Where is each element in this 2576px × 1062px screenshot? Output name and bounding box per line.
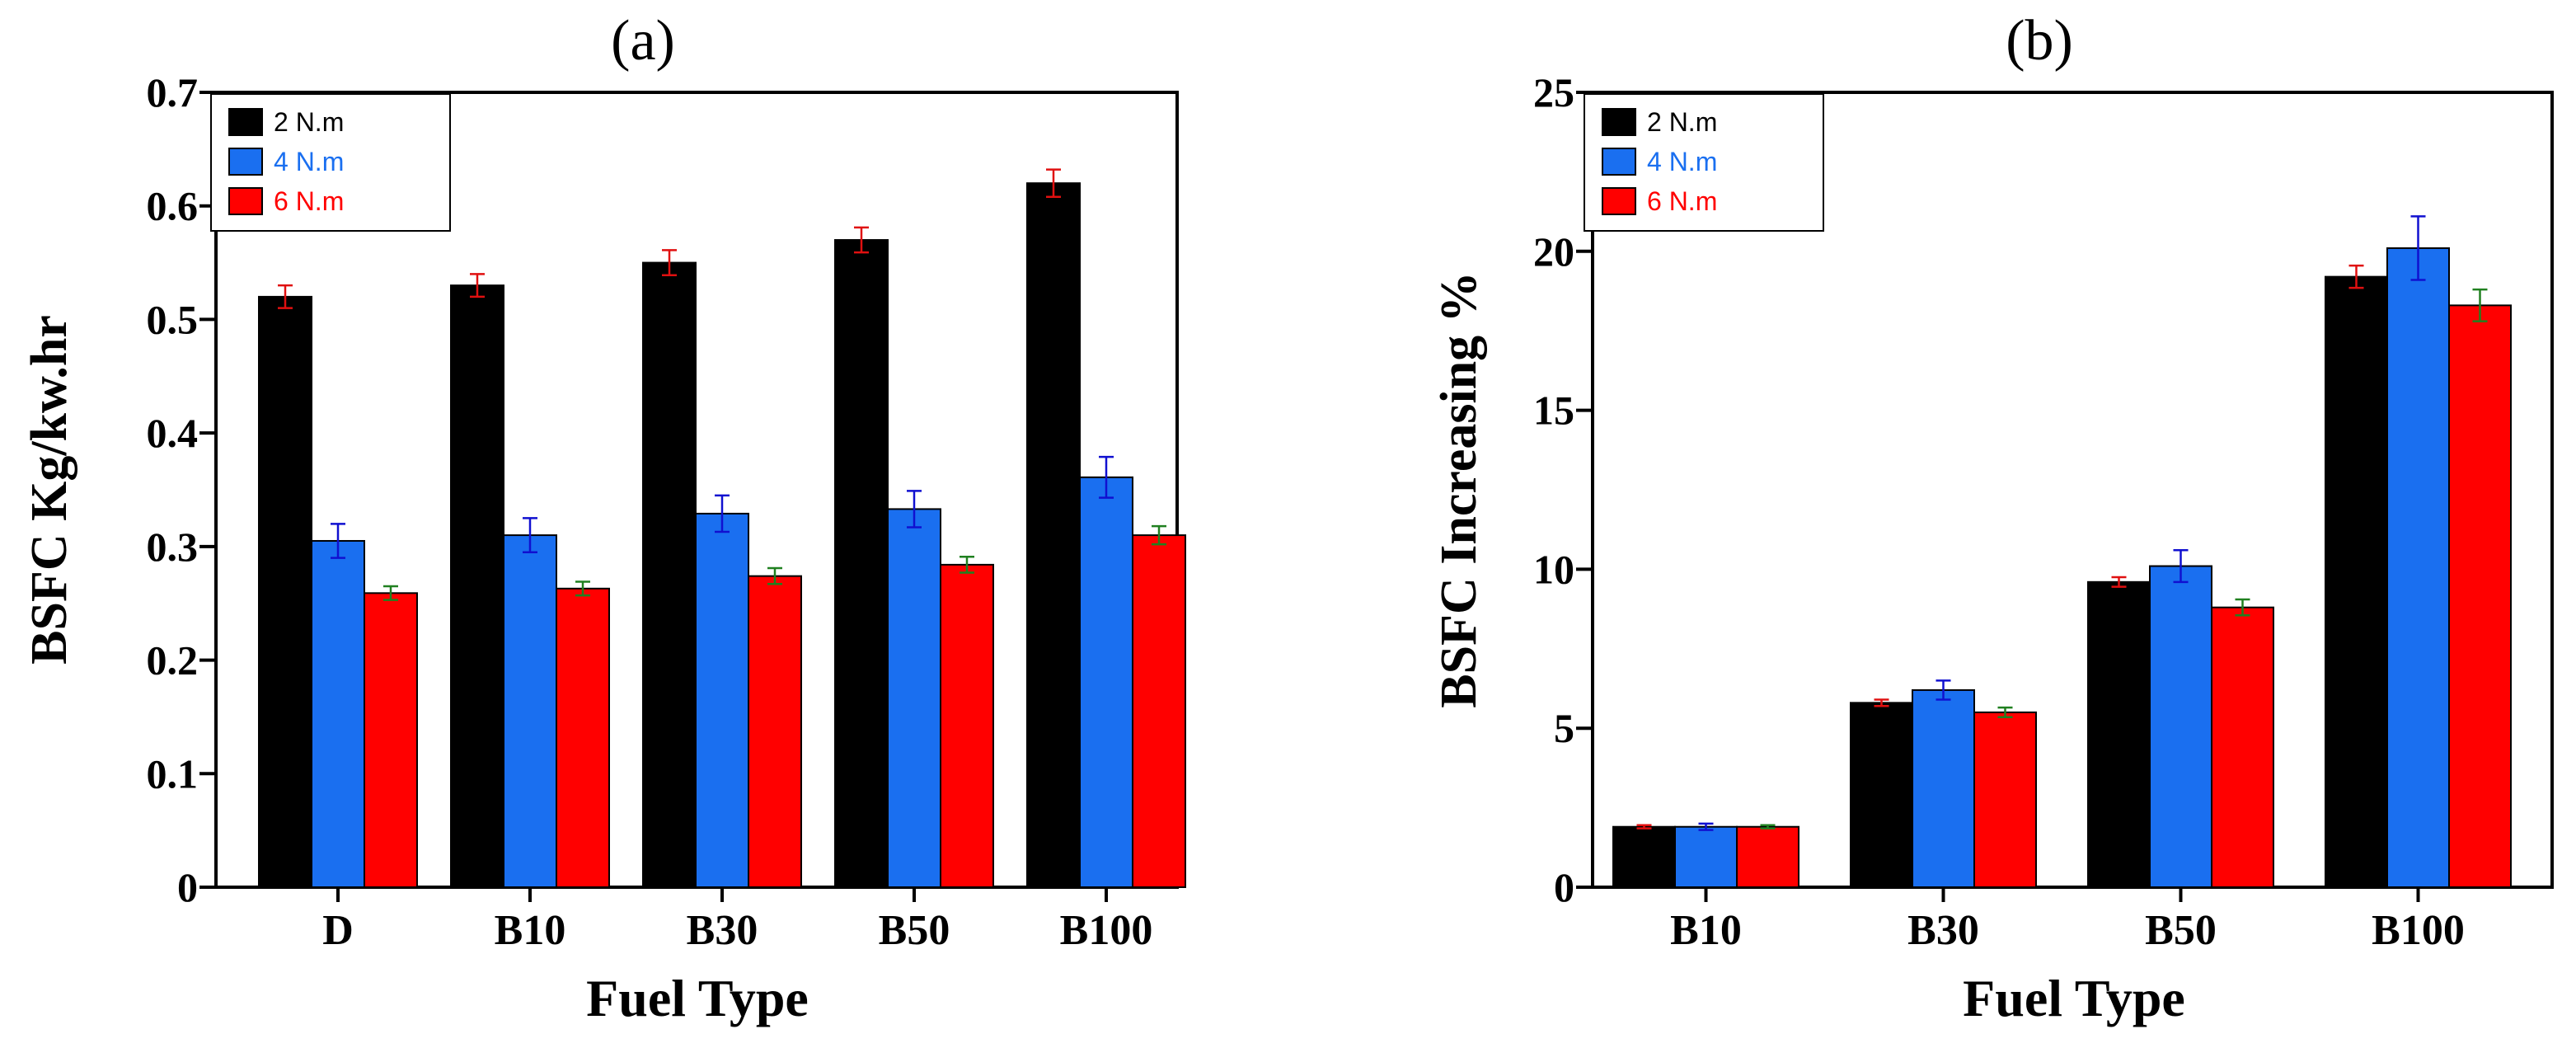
legend-swatch [228,148,263,176]
legend-label: 4 N.m [274,147,344,176]
bar [258,295,312,888]
x-tick-label: B30 [687,907,758,954]
bar [556,587,610,888]
y-tick-label: 0.5 [147,296,199,342]
y-tick-label: 5 [1554,705,1574,751]
x-tick-label: B10 [1670,907,1742,954]
bar [1912,688,1975,888]
x-tick-label: B50 [879,907,950,954]
bar [1736,825,1799,889]
bar [1079,476,1133,888]
bar [642,261,697,889]
y-tick-label: 0.4 [147,410,199,456]
x-tick-label: B50 [2145,907,2217,954]
bar [887,508,941,888]
bar [450,284,504,889]
chart-panel-a: D B10 B30 B50 B100 0 0.1 0.2 0.3 0.4 0.5 0.6 0.7 Fuel… [21,9,1186,1027]
bar [940,563,994,888]
bar [1132,534,1186,888]
legend-label: 2 N.m [1647,107,1717,137]
bar [2448,304,2512,888]
bar [1674,825,1738,889]
bar [1850,702,1913,888]
bar [2211,606,2274,888]
plot-frame [1591,91,2554,889]
y-axis-label: BSFC Increasing % [1431,271,1487,707]
bar [2087,580,2151,888]
bar [1026,182,1081,888]
x-tick-label: B10 [495,907,566,954]
x-axis-label: Fuel Type [586,969,809,1027]
bar [748,575,802,888]
x-tick-label: B30 [1907,907,1979,954]
x-tick-label: B100 [1060,907,1153,954]
x-axis-label: Fuel Type [1963,969,2185,1027]
x-tick-label: D [322,907,354,954]
bar [1612,825,1676,889]
panel-label: (a) [611,9,675,73]
y-tick-label: 15 [1533,388,1574,434]
bar [364,592,418,888]
legend-swatch [1602,187,1636,215]
legend-label: 6 N.m [1647,186,1717,216]
bar [2325,275,2388,888]
bar [695,512,749,888]
chart-panel-b: B10 B30 B50 B100 0 5 10 15 20 25 Fuel Type BSFC Inc… [1431,9,2554,1027]
legend-swatch [228,187,263,215]
bar [2386,247,2450,889]
legend-label: 4 N.m [1647,147,1717,176]
x-tick-label: B100 [2372,907,2465,954]
bar [1973,711,2037,888]
y-tick-label: 0 [1554,864,1574,910]
y-tick-label: 25 [1533,69,1574,115]
y-tick-label: 0.1 [147,750,199,796]
legend-swatch [1602,148,1636,176]
legend-swatch [1602,108,1636,136]
panel-label: (b) [2006,9,2073,73]
y-tick-label: 20 [1533,228,1574,275]
legend-swatch [228,108,263,136]
bar [834,239,889,888]
bar [311,539,365,888]
y-tick-label: 0 [177,864,198,910]
bar [2149,565,2212,888]
y-tick-label: 0.2 [147,637,199,684]
y-axis-label: BSFC Kg/kw.hr [21,315,77,665]
y-tick-label: 0.6 [147,183,199,229]
bar [503,534,557,888]
y-tick-label: 10 [1533,546,1574,592]
y-tick-label: 0.3 [147,524,199,570]
y-tick-label: 0.7 [147,69,199,115]
legend-label: 2 N.m [274,107,344,137]
legend-label: 6 N.m [274,186,344,216]
